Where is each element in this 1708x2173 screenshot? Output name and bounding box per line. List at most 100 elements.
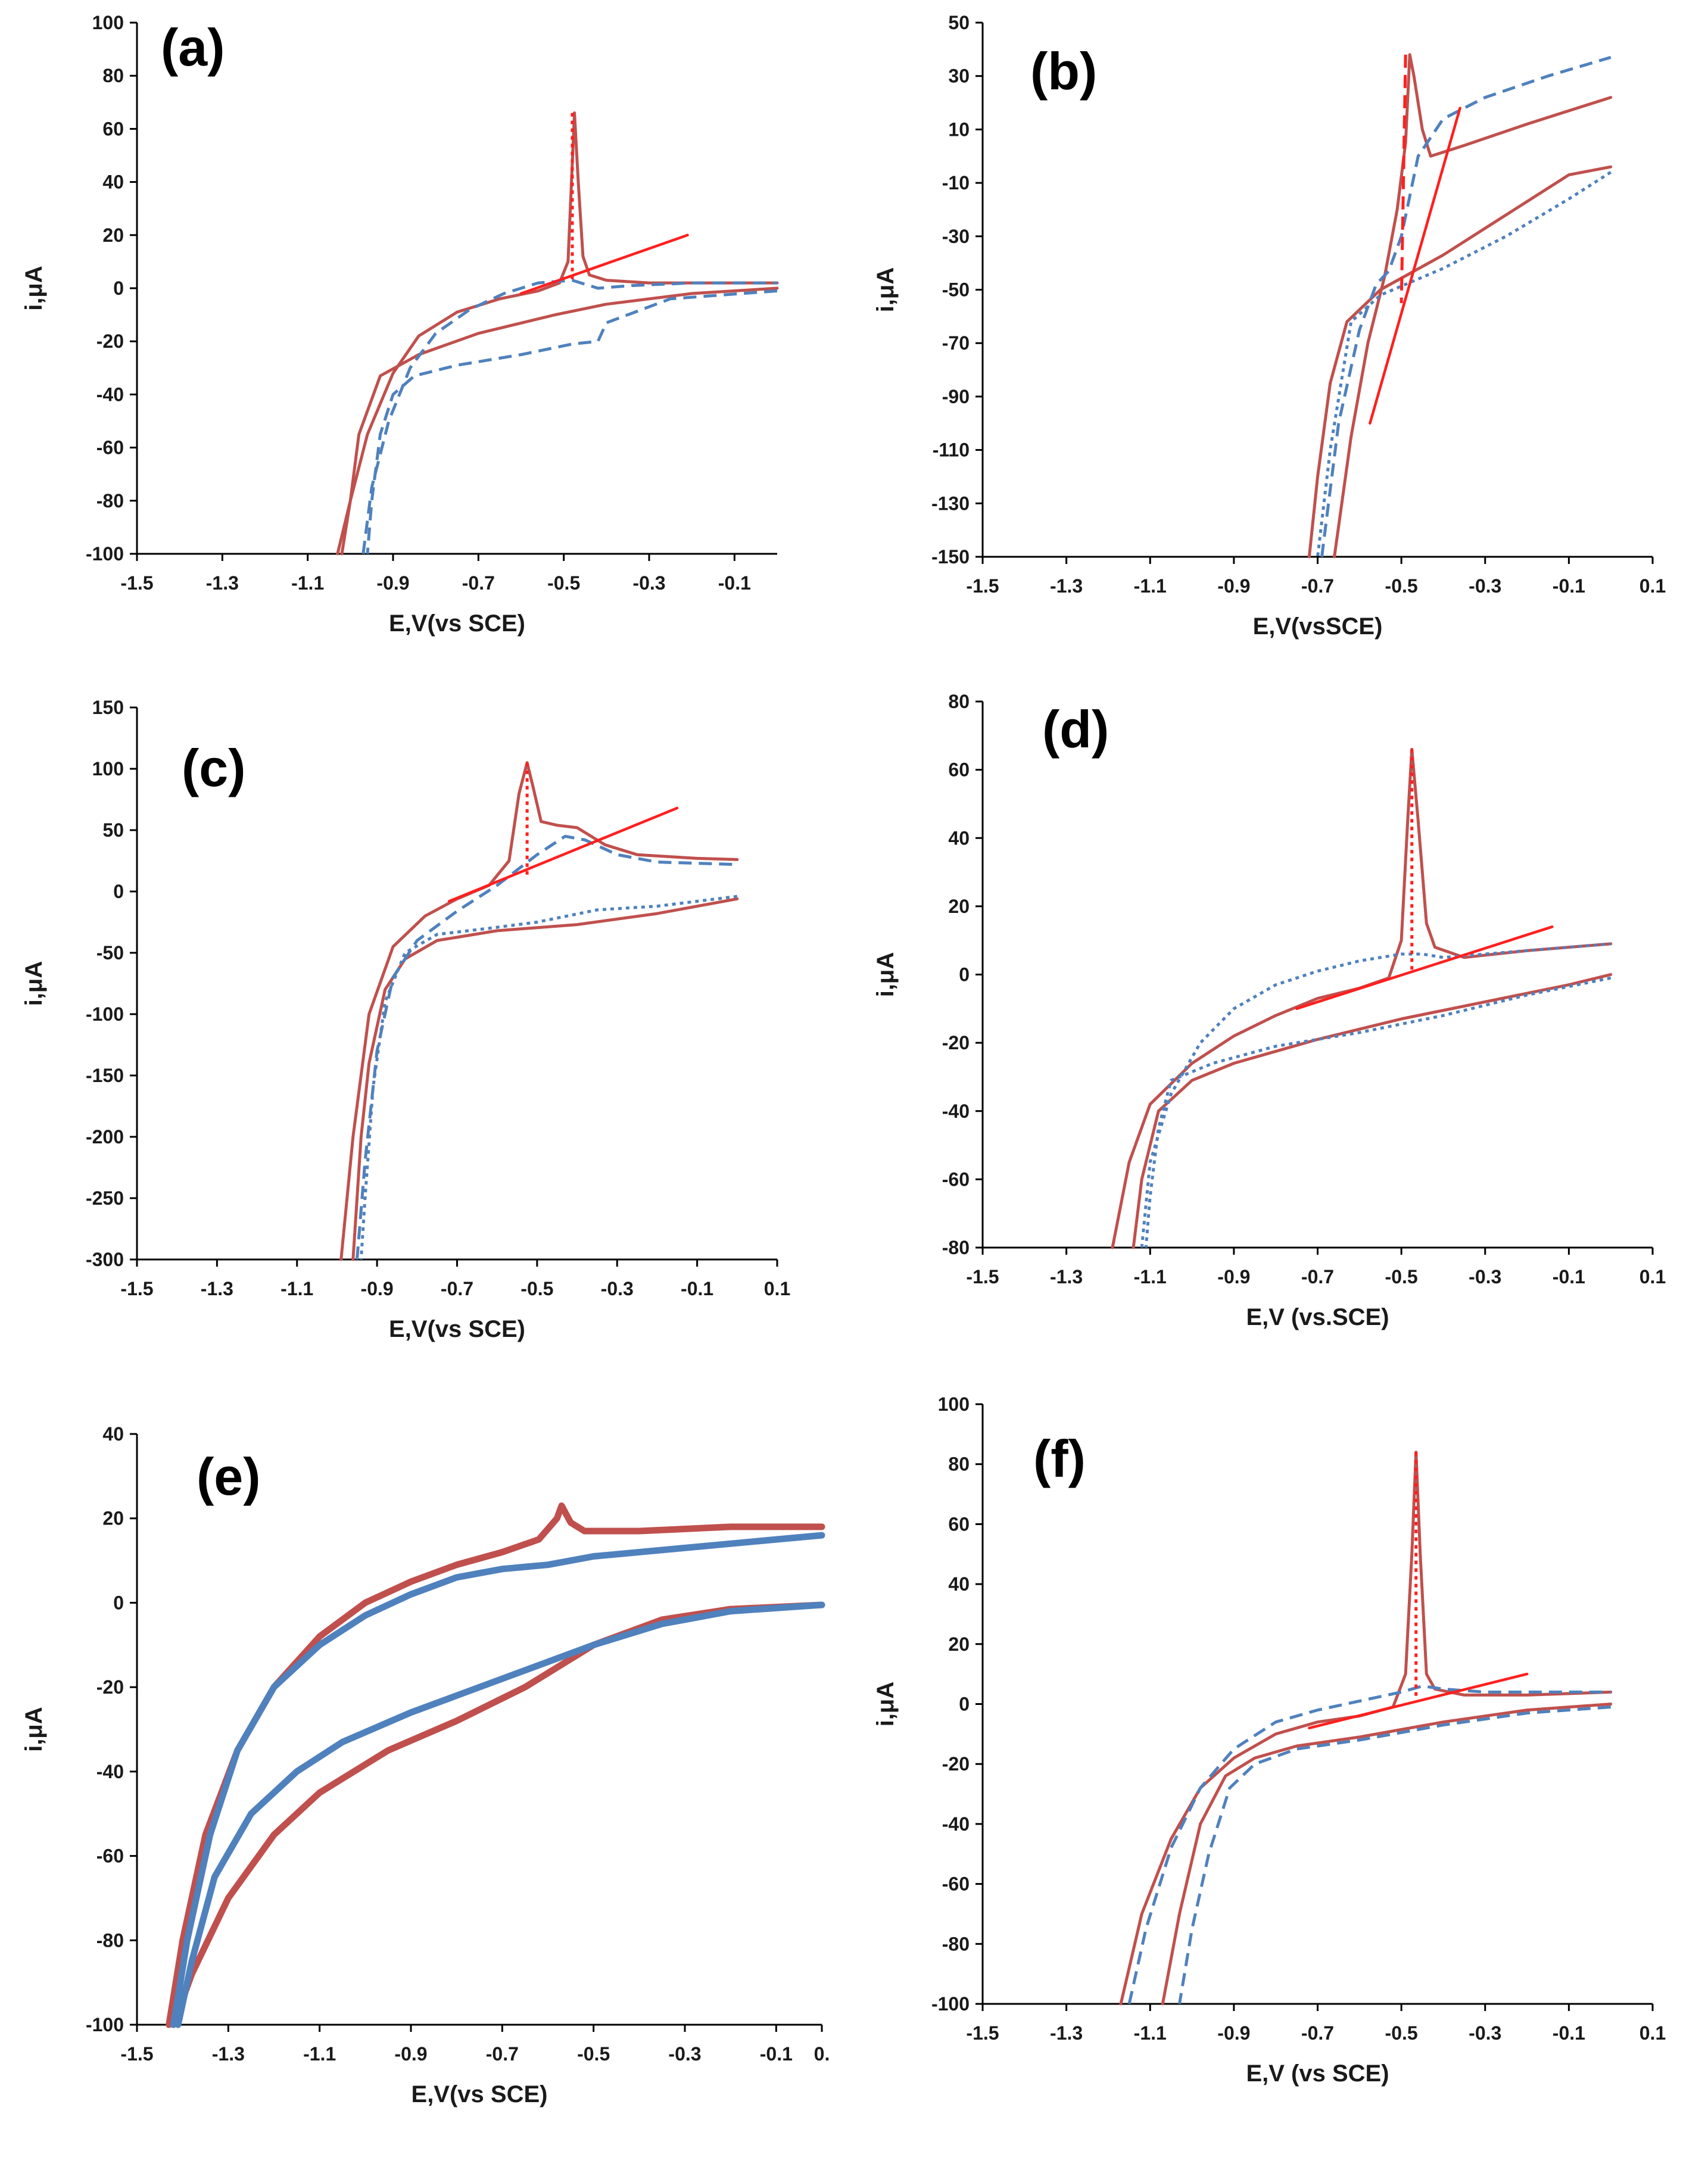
y-tick-label: -40 bbox=[942, 1813, 970, 1835]
y-tick-label: -60 bbox=[96, 1845, 124, 1867]
y-tick-label: 50 bbox=[948, 12, 970, 33]
chart-panel-e: -1.5 -1.3 -1.1 -0.9 -0.7 -0.5 -0.3 -0.1 0. 40 20 0 -… bbox=[21, 1423, 830, 2107]
x-tick-label: -1.3 bbox=[206, 572, 239, 594]
x-axis-title: E,V(vsSCE) bbox=[1253, 613, 1383, 640]
y-tick-label: 0 bbox=[959, 964, 970, 986]
x-tick-label: 0.1 bbox=[764, 1278, 790, 1299]
series-tafel-tangent bbox=[1308, 1672, 1529, 1730]
x-tick-label: -0.1 bbox=[1553, 1266, 1585, 1287]
x-tick-label: -1.5 bbox=[966, 1266, 999, 1287]
y-tick-label: 10 bbox=[948, 119, 970, 140]
x-tick-label: -1.1 bbox=[291, 572, 324, 594]
panel-label: (c) bbox=[182, 738, 246, 797]
series-red-reverse bbox=[1132, 973, 1613, 1249]
x-tick-label: -1.3 bbox=[1050, 2022, 1083, 2044]
series-red-forward bbox=[166, 1502, 825, 2028]
y-tick-label: 60 bbox=[948, 1513, 970, 1535]
x-tick-label: -0.9 bbox=[376, 572, 409, 594]
y-tick-label: 40 bbox=[102, 1423, 124, 1445]
y-tick-label: -80 bbox=[942, 1933, 970, 1954]
y-tick-label: -40 bbox=[942, 1100, 970, 1122]
series-red-reverse bbox=[351, 897, 739, 1261]
series-blue-reverse bbox=[359, 894, 738, 1260]
y-axis-title: i,μA bbox=[872, 952, 899, 997]
y-tick-label: -300 bbox=[86, 1249, 124, 1270]
panel-label: (f) bbox=[1033, 1429, 1086, 1488]
y-tick-label: -80 bbox=[942, 1237, 970, 1258]
x-tick-label: -1.1 bbox=[1134, 575, 1167, 597]
y-tick-label: -70 bbox=[942, 332, 970, 354]
y-tick-label: 40 bbox=[102, 172, 124, 193]
series-red-reverse bbox=[1307, 165, 1613, 559]
x-tick-label: -0.5 bbox=[1385, 2022, 1418, 2044]
y-axis-title: i,μA bbox=[21, 1707, 47, 1752]
y-tick-label: 80 bbox=[102, 65, 124, 86]
y-tick-label: 80 bbox=[948, 691, 970, 712]
x-tick-label: -1.5 bbox=[120, 2043, 153, 2065]
y-tick-label: -90 bbox=[942, 386, 970, 407]
x-axis-title: E,V (vs.SCE) bbox=[1246, 1304, 1389, 1330]
y-tick-label: -250 bbox=[86, 1187, 124, 1209]
series-tafel-tangent bbox=[1369, 107, 1461, 425]
series-blue-reverse bbox=[1178, 1706, 1611, 2004]
x-tick-label: -1.5 bbox=[120, 572, 153, 594]
y-tick-label: -150 bbox=[86, 1065, 124, 1086]
y-tick-label: -100 bbox=[86, 543, 124, 565]
panel-label: (a) bbox=[161, 18, 225, 77]
x-tick-label: -0.3 bbox=[668, 2043, 701, 2065]
panel-label: (e) bbox=[197, 1447, 261, 1506]
y-tick-label: -60 bbox=[942, 1168, 970, 1190]
y-axis-title: i,μA bbox=[872, 1682, 899, 1727]
x-tick-label: -1.3 bbox=[1050, 575, 1083, 597]
x-tick-label: -0.1 bbox=[1553, 575, 1585, 597]
x-tick-label: -0.7 bbox=[462, 572, 495, 594]
series-red-reverse bbox=[170, 1601, 825, 2028]
y-tick-label: -50 bbox=[942, 279, 970, 301]
x-tick-label: -1.5 bbox=[966, 575, 999, 597]
y-tick-label: -80 bbox=[96, 1929, 124, 1951]
y-tick-label: 60 bbox=[102, 118, 124, 139]
y-tick-label: -80 bbox=[96, 490, 124, 512]
chart-panel-c: -1.5 -1.3 -1.1 -0.9 -0.7 -0.5 -0.3 -0.1 0.1 150 10… bbox=[21, 697, 790, 1342]
x-tick-label: -0.7 bbox=[1301, 2022, 1334, 2044]
y-tick-label: 0 bbox=[113, 881, 124, 902]
y-tick-label: -60 bbox=[96, 437, 124, 459]
y-tick-label: -20 bbox=[942, 1032, 970, 1053]
x-tick-label: 0.1 bbox=[1640, 2022, 1666, 2044]
x-tick-label: -0.9 bbox=[1217, 1266, 1250, 1287]
panel-label: (b) bbox=[1030, 42, 1097, 101]
series-blue-reverse bbox=[1144, 976, 1612, 1248]
y-tick-label: -20 bbox=[942, 1753, 970, 1775]
y-axis-title: i,μA bbox=[21, 266, 47, 311]
x-tick-label: -1.1 bbox=[280, 1278, 313, 1299]
x-tick-label: -0.5 bbox=[1385, 575, 1418, 597]
y-tick-label: 20 bbox=[102, 225, 124, 246]
x-tick-label: -0.3 bbox=[601, 1278, 634, 1299]
y-tick-label: -30 bbox=[942, 226, 970, 247]
x-tick-label: 0.1 bbox=[1640, 1266, 1666, 1287]
y-tick-label: -60 bbox=[942, 1873, 970, 1895]
series-peak-drop bbox=[1400, 54, 1407, 303]
chart-panel-b: -1.5 -1.3 -1.1 -0.9 -0.7 -0.5 -0.3 -0.1 0.1 50 30 1… bbox=[872, 12, 1666, 640]
x-tick-label: -0.9 bbox=[361, 1278, 394, 1299]
x-tick-label: -1.5 bbox=[966, 2022, 999, 2044]
series-blue-forward bbox=[356, 834, 737, 1260]
y-tick-label: 150 bbox=[92, 697, 124, 718]
y-tick-label: -130 bbox=[931, 492, 970, 514]
y-tick-label: -200 bbox=[86, 1126, 124, 1148]
y-tick-label: 40 bbox=[948, 1573, 970, 1595]
series-blue-reverse bbox=[1316, 171, 1612, 557]
y-tick-label: 20 bbox=[948, 1633, 970, 1655]
x-tick-label: -0.1 bbox=[1553, 2022, 1585, 2044]
y-tick-label: 0 bbox=[113, 278, 124, 299]
series-red-reverse bbox=[1161, 1703, 1613, 2006]
y-tick-label: 20 bbox=[102, 1508, 124, 1529]
series-red-forward bbox=[1333, 53, 1613, 559]
y-tick-label: -110 bbox=[933, 439, 970, 461]
x-tick-label: -0.3 bbox=[1469, 2022, 1501, 2044]
x-tick-label: -1.1 bbox=[303, 2043, 336, 2065]
y-tick-label: -40 bbox=[96, 1761, 124, 1782]
series-blue-reverse bbox=[174, 1601, 825, 2028]
x-tick-label: -0.9 bbox=[394, 2043, 427, 2065]
y-tick-label: -40 bbox=[96, 384, 124, 405]
